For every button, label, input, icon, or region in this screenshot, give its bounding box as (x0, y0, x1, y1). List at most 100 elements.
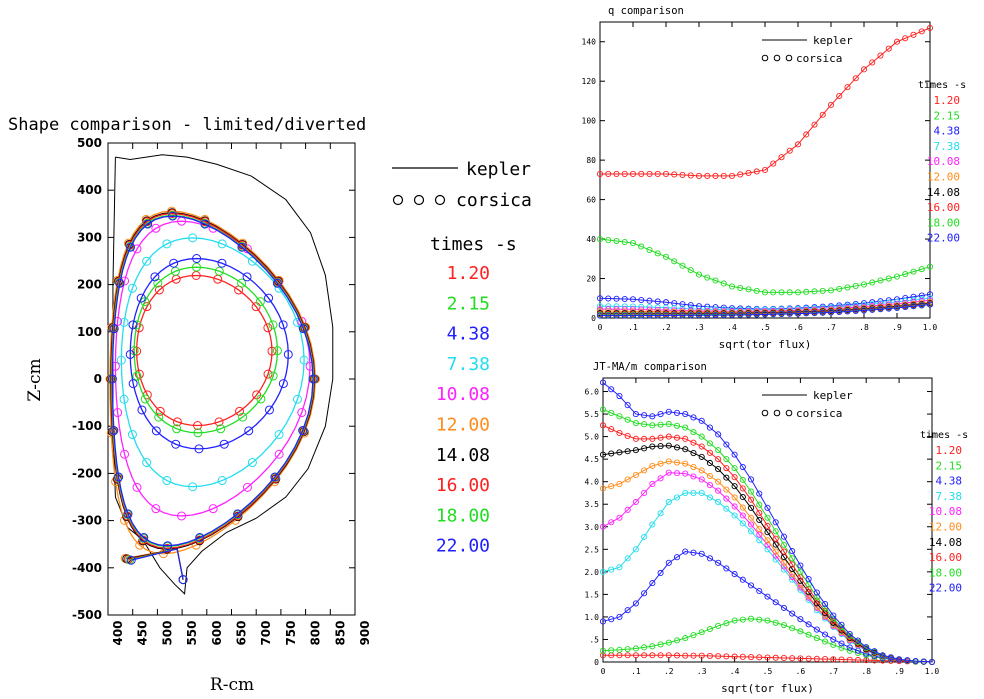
series-marker-16.00 (756, 509, 763, 516)
y-tick-label: 1.5 (585, 590, 600, 599)
series-marker-2.15 (778, 289, 785, 296)
surface-marker-7.38 (247, 256, 257, 266)
series-marker-16.00 (649, 435, 656, 442)
series-line-12.00 (602, 460, 933, 663)
series-marker-7.38 (608, 566, 615, 573)
series-marker-10.08 (739, 512, 746, 519)
series-marker-4.38 (613, 295, 620, 302)
y-tick-label: 1.0 (585, 613, 600, 622)
series-marker-22.00 (737, 311, 744, 318)
shape-chart: Shape comparison - limited/diverted50040… (8, 115, 532, 695)
series-marker-22.00 (896, 656, 903, 663)
series-marker-1.20 (629, 170, 637, 177)
series-marker-22.00 (687, 312, 694, 319)
series-marker-22.00 (893, 304, 901, 311)
x-tick-label: 500 (160, 620, 174, 645)
x-tick-label: .8 (859, 323, 869, 332)
surface-marker-2.15 (237, 278, 247, 288)
series-marker-4.38 (690, 549, 697, 556)
series-marker-22.00 (844, 308, 851, 315)
series-marker-16.00 (616, 429, 623, 437)
series-marker-18.00 (616, 413, 623, 420)
surface-marker-2.15 (268, 320, 278, 330)
series-marker-22.00 (805, 576, 812, 583)
series-marker-1.20 (830, 656, 837, 663)
surface-marker-4.38 (128, 379, 138, 389)
series-marker-1.20 (745, 169, 752, 177)
series-marker-10.08 (641, 489, 648, 497)
series-marker-12.00 (673, 459, 681, 466)
series-marker-16.00 (772, 535, 779, 542)
x-tick-label: .6 (793, 323, 803, 332)
series-marker-7.38 (657, 510, 664, 517)
series-marker-22.00 (789, 548, 796, 555)
series-marker-4.38 (830, 636, 837, 643)
series-marker-1.20 (846, 656, 853, 663)
series-marker-1.20 (679, 171, 686, 178)
surface-marker-4.38 (242, 272, 252, 282)
series-marker-1.20 (844, 84, 851, 91)
series-marker-10.08 (715, 487, 722, 494)
surface-marker-1.20 (134, 369, 144, 379)
series-marker-2.15 (704, 274, 711, 281)
x-tick-label: 550 (185, 620, 199, 645)
series-marker-14.08 (739, 493, 746, 501)
time-label-10.08: 10.08 (929, 505, 962, 518)
series-marker-4.38 (772, 599, 779, 606)
series-marker-1.20 (827, 101, 835, 108)
series-marker-12.00 (690, 463, 697, 471)
y-tick-label: 3.0 (585, 523, 600, 532)
x-tick-label: .1 (628, 323, 638, 332)
series-marker-1.20 (704, 172, 711, 179)
y-tick-label: 4.5 (585, 455, 600, 464)
series-marker-1.20 (682, 652, 689, 659)
x-axis-label: sqrt(tor flux) (721, 682, 814, 695)
series-marker-1.20 (706, 652, 713, 659)
series-marker-4.38 (739, 576, 746, 583)
series-marker-1.20 (731, 653, 738, 660)
series-marker-18.00 (608, 409, 615, 416)
series-marker-2.15 (723, 620, 730, 627)
time-label-16.00: 16.00 (436, 475, 490, 496)
series-marker-4.38 (629, 296, 637, 303)
y-tick-label: 5.5 (585, 410, 600, 419)
surface-marker-2.15 (268, 371, 278, 381)
series-marker-4.38 (805, 621, 812, 628)
surface-marker-10.08 (177, 511, 187, 521)
series-marker-22.00 (745, 311, 752, 318)
series-marker-10.08 (673, 470, 681, 477)
series-marker-22.00 (654, 312, 661, 319)
surface-marker-10.08 (208, 504, 218, 514)
series-marker-2.15 (822, 638, 829, 645)
series-marker-1.20 (910, 31, 917, 38)
series-marker-1.20 (871, 657, 878, 664)
series-marker-4.38 (638, 296, 645, 304)
series-marker-22.00 (852, 307, 859, 315)
series-marker-2.15 (918, 266, 925, 273)
x-axis-label: sqrt(tor flux) (719, 338, 812, 351)
y-tick-label: -500 (72, 608, 102, 622)
series-marker-2.15 (665, 639, 672, 646)
series-marker-2.15 (772, 619, 779, 626)
series-marker-22.00 (920, 658, 927, 665)
surface-line-22.00 (111, 215, 314, 547)
surface-marker-2.15 (238, 412, 248, 422)
series-marker-2.15 (608, 647, 615, 654)
series-marker-22.00 (778, 311, 785, 318)
series-marker-22.00 (770, 311, 777, 318)
x-tick-label: .9 (894, 667, 904, 676)
series-marker-10.08 (657, 475, 664, 482)
series-marker-1.20 (690, 652, 697, 659)
surface-marker-4.38 (169, 258, 179, 268)
series-marker-2.15 (712, 277, 719, 284)
series-marker-12.00 (657, 460, 664, 467)
surface-line-1.20 (136, 274, 273, 427)
series-marker-22.00 (871, 648, 878, 655)
times-title: times -s (920, 430, 968, 441)
series-marker-2.15 (638, 243, 645, 250)
surface-marker-7.38 (188, 233, 198, 243)
series-marker-10.08 (698, 476, 705, 483)
y-tick-label: 60 (586, 196, 596, 205)
x-tick-label: .3 (697, 667, 707, 676)
series-marker-2.15 (770, 289, 777, 296)
